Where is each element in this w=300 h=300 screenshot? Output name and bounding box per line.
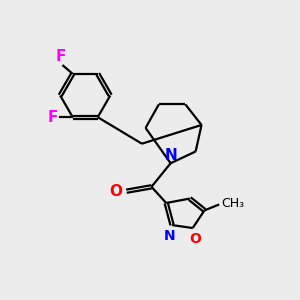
Text: N: N: [164, 148, 177, 163]
Text: O: O: [190, 232, 202, 246]
Text: N: N: [163, 229, 175, 243]
Text: CH₃: CH₃: [221, 197, 245, 210]
Text: O: O: [109, 184, 122, 199]
Text: F: F: [48, 110, 58, 125]
Text: F: F: [56, 49, 66, 64]
